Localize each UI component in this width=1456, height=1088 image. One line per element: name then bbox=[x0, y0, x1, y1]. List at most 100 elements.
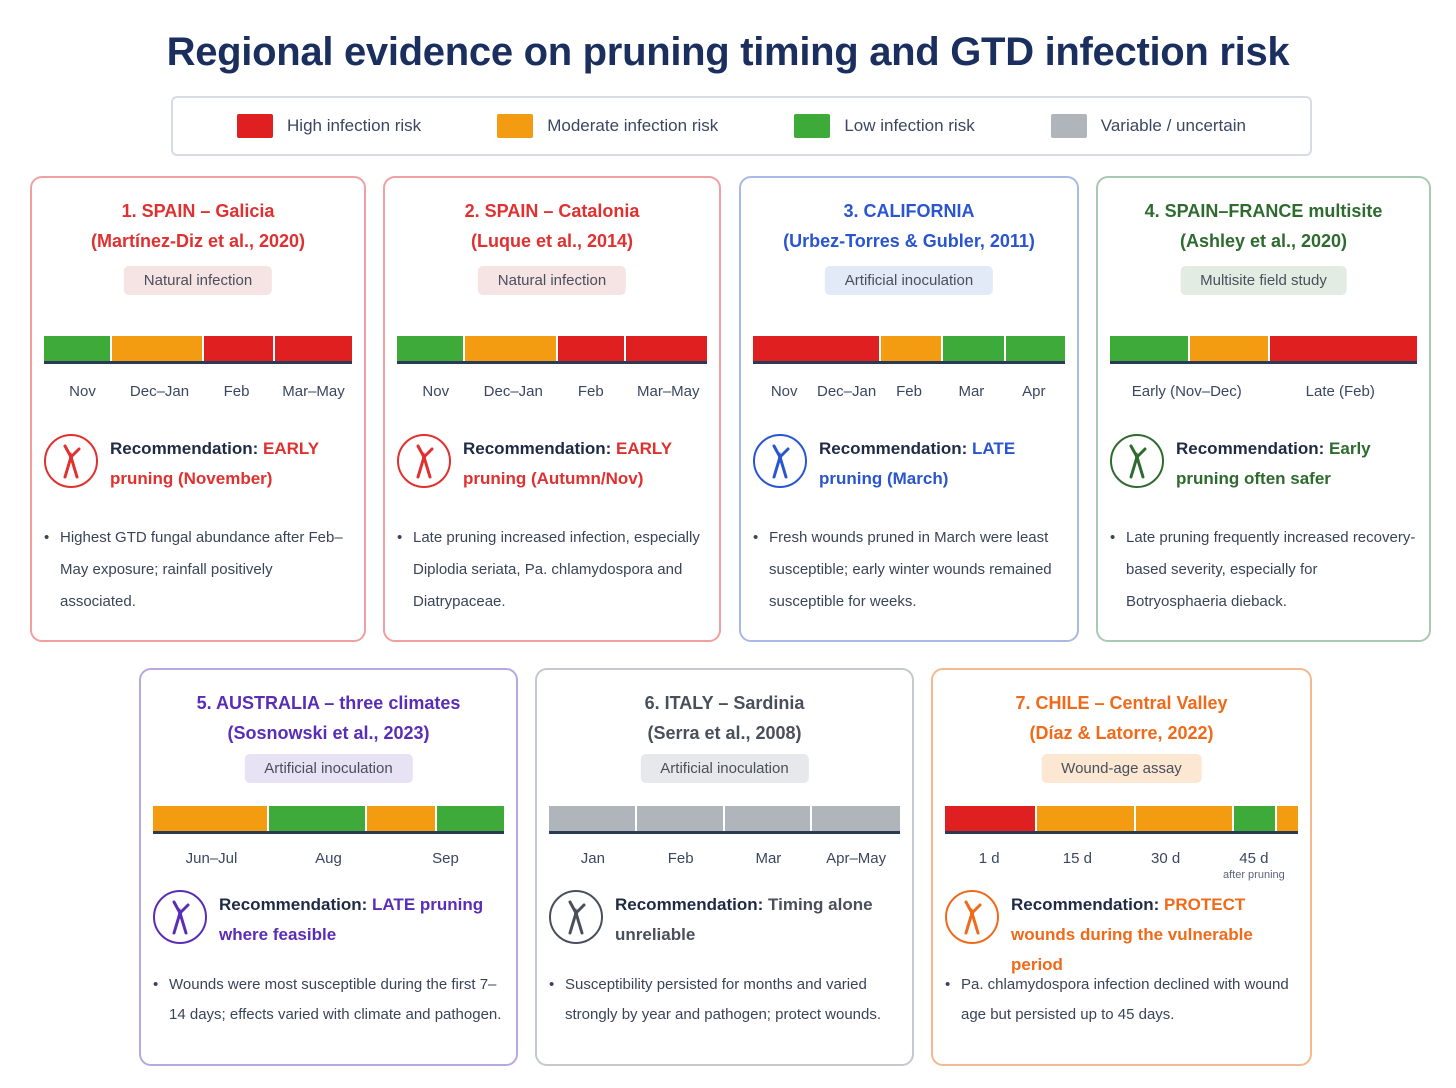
timeline-tick-label: 1 d bbox=[979, 850, 1000, 867]
recommendation-text: Recommendation: LATE pruning where feasi… bbox=[219, 890, 506, 950]
card-region: 5. AUSTRALIA – three climates bbox=[196, 693, 461, 713]
timeline-tick-label: Nov bbox=[69, 383, 96, 400]
recommendation-value: EARLY pruning (November) bbox=[110, 439, 319, 488]
evidence-note: • Fresh wounds pruned in March were least… bbox=[753, 522, 1065, 618]
risk-timeline-bar bbox=[549, 806, 900, 834]
risk-segment-low bbox=[943, 336, 1006, 361]
tick-text: Nov bbox=[69, 383, 96, 400]
recommendation-text: Recommendation: EARLY pruning (Autumn/No… bbox=[463, 434, 709, 494]
region-card-5: 5. AUSTRALIA – three climates (Sosnowski … bbox=[139, 668, 518, 1066]
pruning-shears-icon bbox=[1110, 434, 1164, 488]
timeline-tick-label: Mar–May bbox=[282, 383, 345, 400]
tick-text: Sep bbox=[432, 850, 459, 867]
card-region: 3. CALIFORNIA bbox=[843, 201, 975, 221]
card-region: 6. ITALY – Sardinia bbox=[644, 693, 805, 713]
timeline-tick-label: Early (Nov–Dec) bbox=[1132, 383, 1242, 400]
tick-text: Jun–Jul bbox=[185, 850, 238, 867]
timeline-tick-label: Mar bbox=[958, 383, 984, 400]
region-card-6: 6. ITALY – Sardinia (Serra et al., 2008) A… bbox=[535, 668, 914, 1066]
risk-segment-moderate bbox=[1036, 806, 1136, 831]
bullet-icon: • bbox=[753, 529, 759, 546]
risk-segment-moderate bbox=[367, 806, 438, 831]
recommendation-text: Recommendation: PROTECT wounds during th… bbox=[1011, 890, 1300, 980]
study-type-badge: Wound-age assay bbox=[1041, 754, 1202, 783]
card-citation: (Ashley et al., 2020) bbox=[1179, 231, 1348, 251]
card-title: 3. CALIFORNIA (Urbez-Torres & Gubler, 201… bbox=[741, 196, 1077, 256]
risk-segment-high bbox=[1269, 336, 1417, 361]
card-title: 4. SPAIN–FRANCE multisite (Ashley et al.,… bbox=[1098, 196, 1429, 256]
recommendation-value: PROTECT wounds during the vulnerable per… bbox=[1011, 895, 1253, 974]
tick-text: 15 d bbox=[1062, 850, 1092, 867]
study-type-badge: Natural infection bbox=[123, 266, 273, 295]
region-card-2: 2. SPAIN – Catalonia (Luque et al., 2014)… bbox=[383, 176, 721, 642]
tick-text: Feb bbox=[577, 383, 604, 400]
recommendation-label: Recommendation: bbox=[615, 895, 764, 914]
evidence-note-text: Susceptibility persisted for months and … bbox=[565, 976, 882, 1023]
timeline-ticks: Early (Nov–Dec) Late (Feb) bbox=[1110, 383, 1417, 423]
timeline-tick-label: Nov bbox=[422, 383, 449, 400]
tick-text: Late (Feb) bbox=[1305, 383, 1375, 400]
risk-segment-high bbox=[945, 806, 1037, 831]
timeline-tick-label: 30 d bbox=[1151, 850, 1180, 867]
evidence-note: • Pa. chlamydospora infection declined wi… bbox=[945, 970, 1298, 1030]
evidence-note-text: Pa. chlamydospora infection declined wit… bbox=[961, 976, 1289, 1023]
tick-text: 1 d bbox=[978, 850, 1000, 867]
risk-segment-variable bbox=[549, 806, 637, 831]
evidence-note-text: Wounds were most susceptible during the … bbox=[169, 976, 502, 1023]
risk-segment-low bbox=[397, 336, 466, 361]
recommendation: Recommendation: LATE pruning where feasi… bbox=[153, 890, 506, 954]
legend-item-high: High infection risk bbox=[237, 114, 421, 138]
card-citation: (Martínez-Diz et al., 2020) bbox=[90, 231, 306, 251]
timeline-tick-label: Late (Feb) bbox=[1306, 383, 1375, 400]
risk-timeline-bar bbox=[1110, 336, 1417, 364]
card-region: 7. CHILE – Central Valley bbox=[1015, 693, 1228, 713]
tick-text: Dec–Jan bbox=[483, 383, 543, 400]
evidence-note: • Susceptibility persisted for months and… bbox=[549, 970, 900, 1030]
tick-note: after pruning bbox=[1222, 869, 1285, 881]
recommendation-label: Recommendation: bbox=[110, 439, 259, 458]
timeline-tick-label: Jan bbox=[581, 850, 605, 867]
timeline-tick-label: 15 d bbox=[1063, 850, 1092, 867]
timeline-tick-label: Apr–May bbox=[826, 850, 886, 867]
legend-swatch-high bbox=[237, 114, 274, 138]
card-title: 2. SPAIN – Catalonia (Luque et al., 2014) bbox=[385, 196, 719, 256]
recommendation-value: Early pruning often safer bbox=[1176, 439, 1371, 488]
legend-label: Variable / uncertain bbox=[1100, 116, 1246, 135]
recommendation-label: Recommendation: bbox=[1011, 895, 1160, 914]
tick-text: Nov bbox=[770, 383, 798, 400]
risk-segment-high bbox=[204, 336, 275, 361]
tick-text: Early (Nov–Dec) bbox=[1131, 383, 1242, 400]
tick-text: Nov bbox=[422, 383, 450, 400]
timeline-tick-label: Feb bbox=[896, 383, 922, 400]
legend-label: Low infection risk bbox=[844, 116, 975, 135]
card-citation: (Díaz & Latorre, 2022) bbox=[1029, 723, 1214, 743]
risk-segment-low bbox=[268, 806, 368, 831]
risk-segment-low bbox=[437, 806, 504, 831]
recommendation: Recommendation: PROTECT wounds during th… bbox=[945, 890, 1300, 974]
evidence-note-text: Late pruning increased infection, especi… bbox=[413, 529, 700, 610]
risk-segment-moderate bbox=[1276, 806, 1298, 831]
timeline-tick-label: 45 d after pruning bbox=[1223, 850, 1285, 884]
tick-text: Aug bbox=[315, 850, 342, 867]
risk-segment-high bbox=[274, 336, 352, 361]
risk-segment-variable bbox=[724, 806, 813, 831]
risk-timeline-bar bbox=[44, 336, 352, 364]
recommendation: Recommendation: EARLY pruning (November) bbox=[44, 434, 354, 498]
study-type-badge: Artificial inoculation bbox=[640, 754, 809, 783]
tick-text: Jan bbox=[580, 850, 605, 867]
evidence-note: • Highest GTD fungal abundance after Feb–… bbox=[44, 522, 352, 618]
bullet-icon: • bbox=[153, 976, 159, 993]
tick-text: Feb bbox=[223, 383, 250, 400]
legend-label: Moderate infection risk bbox=[547, 116, 719, 135]
tick-text: Feb bbox=[896, 383, 922, 400]
tick-text: Apr–May bbox=[826, 850, 887, 867]
legend: High infection risk Moderate infection ri… bbox=[171, 96, 1312, 156]
recommendation-text: Recommendation: Timing alone unreliable bbox=[615, 890, 902, 950]
timeline-tick-label: Dec–Jan bbox=[484, 383, 543, 400]
timeline-tick-label: Mar–May bbox=[637, 383, 700, 400]
timeline-ticks: Nov Dec–Jan Feb Mar Apr bbox=[753, 383, 1065, 423]
timeline-ticks: Jun–Jul Aug Sep bbox=[153, 850, 504, 890]
risk-timeline-bar bbox=[153, 806, 504, 834]
card-citation: (Sosnowski et al., 2023) bbox=[227, 723, 430, 743]
study-type-badge: Artificial inoculation bbox=[824, 266, 994, 295]
